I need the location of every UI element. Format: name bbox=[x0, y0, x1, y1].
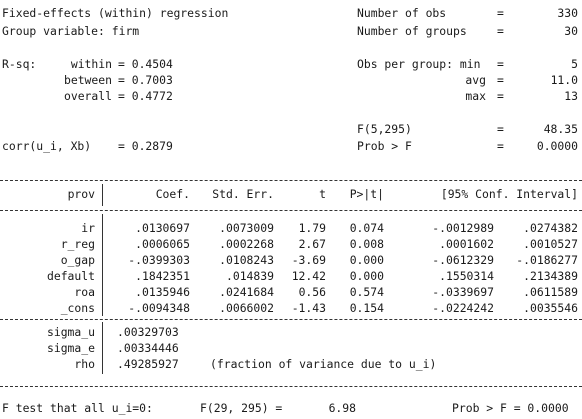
obs-max-value: 13 bbox=[564, 89, 578, 103]
eq-sign: = bbox=[497, 57, 504, 71]
nobs-label: Number of obs bbox=[357, 6, 447, 20]
cell-ci-low: -.0224242 bbox=[432, 301, 494, 315]
cell-p: 0.574 bbox=[349, 285, 384, 299]
cell-t: -1.43 bbox=[291, 301, 326, 315]
cell-ci-high: .2134389 bbox=[523, 269, 578, 283]
col-header-t: t bbox=[319, 187, 326, 201]
obs-avg-value: 11.0 bbox=[550, 73, 578, 87]
cell-coef: -.0094348 bbox=[128, 301, 190, 315]
eq-sign: = bbox=[497, 6, 504, 20]
cell-ci-low: -.0339697 bbox=[432, 285, 494, 299]
cell-t: 2.67 bbox=[298, 237, 326, 251]
ftest-ui-label: F test that all u_i=0: bbox=[2, 401, 153, 415]
rsq-overall-value: = 0.4772 bbox=[118, 89, 173, 103]
col-header-se: Std. Err. bbox=[212, 187, 274, 201]
col-header-p: P>|t| bbox=[349, 187, 384, 201]
prob-value: 0.0000 bbox=[536, 139, 578, 153]
eq-sign: = bbox=[497, 89, 504, 103]
cell-t: -3.69 bbox=[291, 253, 326, 267]
eq-sign: = bbox=[497, 139, 504, 153]
rho-label: rho bbox=[74, 357, 95, 371]
rsq-overall-label: overall bbox=[63, 89, 112, 103]
cell-ci-high: .0274382 bbox=[523, 221, 578, 235]
nobs-value: 330 bbox=[557, 6, 578, 20]
cell-ci-low: .1550314 bbox=[439, 269, 494, 283]
obs-min-label: Obs per group: min bbox=[357, 57, 481, 71]
eq-sign: = bbox=[497, 24, 504, 38]
cell-ci-low: .0001602 bbox=[439, 237, 494, 251]
cell-variable: _cons bbox=[60, 301, 95, 315]
cell-ci-high: .0035546 bbox=[523, 301, 578, 315]
cell-std-err: .0002268 bbox=[219, 237, 274, 251]
rsq-between-value: = 0.7003 bbox=[118, 73, 173, 87]
rsq-within-value: = 0.4504 bbox=[118, 57, 173, 71]
rsq-label: R-sq: bbox=[2, 57, 37, 71]
eq-sign: = bbox=[497, 122, 504, 136]
rsq-between-label: between bbox=[63, 73, 112, 87]
cell-ci-high: -.0186277 bbox=[516, 253, 578, 267]
cell-ci-low: -.0612329 bbox=[432, 253, 494, 267]
cell-variable: ir bbox=[81, 221, 95, 235]
rho-value: .49285927 bbox=[117, 357, 179, 371]
column-separator bbox=[102, 214, 103, 316]
cell-coef: .0135946 bbox=[135, 285, 190, 299]
obs-min-value: 5 bbox=[571, 57, 578, 71]
table-bottom-rule bbox=[0, 386, 582, 387]
table-top-rule bbox=[0, 180, 582, 181]
cell-std-err: .014839 bbox=[225, 269, 274, 283]
col-header-prov: prov bbox=[67, 187, 95, 201]
column-separator bbox=[102, 322, 103, 374]
cell-variable: o_gap bbox=[60, 253, 95, 267]
cell-variable: r_reg bbox=[60, 237, 95, 251]
cell-std-err: .0073009 bbox=[219, 221, 274, 235]
sigma-e-label: sigma_e bbox=[46, 341, 95, 355]
cell-std-err: .0241684 bbox=[219, 285, 274, 299]
ftest-label: F(5,295) bbox=[357, 122, 412, 136]
table-mid-rule bbox=[0, 319, 582, 320]
obs-avg-label: avg bbox=[465, 73, 486, 87]
cell-ci-low: -.0012989 bbox=[432, 221, 494, 235]
sigma-u-value: .00329703 bbox=[117, 325, 179, 339]
cell-std-err: .0108243 bbox=[219, 253, 274, 267]
cell-t: 1.79 bbox=[298, 221, 326, 235]
eq-sign: = bbox=[497, 73, 504, 87]
sigma-e-value: .00334446 bbox=[117, 341, 179, 355]
ftest-ui-prob: Prob > F = 0.0000 bbox=[452, 401, 569, 415]
cell-coef: .1842351 bbox=[135, 269, 190, 283]
ngroups-label: Number of groups bbox=[357, 24, 467, 38]
ngroups-value: 30 bbox=[564, 24, 578, 38]
prob-label: Prob > F bbox=[357, 139, 412, 153]
corr-label: corr(u_i, Xb) bbox=[2, 139, 92, 153]
col-header-coef: Coef. bbox=[155, 187, 190, 201]
cell-coef: .0006065 bbox=[135, 237, 190, 251]
cell-p: 0.000 bbox=[349, 269, 384, 283]
obs-max-label: max bbox=[465, 89, 486, 103]
cell-p: 0.000 bbox=[349, 253, 384, 267]
cell-p: 0.154 bbox=[349, 301, 384, 315]
cell-variable: default bbox=[46, 269, 95, 283]
cell-std-err: .0066002 bbox=[219, 301, 274, 315]
cell-p: 0.074 bbox=[349, 221, 384, 235]
cell-coef: -.0399303 bbox=[128, 253, 190, 267]
rsq-within-label: within bbox=[70, 57, 112, 71]
group-variable: Group variable: firm bbox=[2, 24, 140, 38]
cell-variable: roa bbox=[74, 285, 95, 299]
cell-ci-high: .0611589 bbox=[523, 285, 578, 299]
corr-value: = 0.2879 bbox=[118, 139, 173, 153]
col-header-ci: [95% Conf. Interval] bbox=[440, 187, 578, 201]
ftest-ui-stat-label: F(29, 295) = bbox=[200, 401, 283, 415]
ftest-value: 48.35 bbox=[543, 122, 578, 136]
cell-t: 12.42 bbox=[291, 269, 326, 283]
cell-coef: .0130697 bbox=[135, 221, 190, 235]
regression-title: Fixed-effects (within) regression bbox=[2, 6, 229, 20]
column-separator bbox=[102, 184, 103, 206]
table-header-rule bbox=[0, 210, 582, 211]
cell-p: 0.008 bbox=[349, 237, 384, 251]
sigma-u-label: sigma_u bbox=[46, 325, 95, 339]
ftest-ui-stat-value: 6.98 bbox=[328, 401, 356, 415]
rho-note: (fraction of variance due to u_i) bbox=[210, 357, 437, 371]
cell-t: 0.56 bbox=[298, 285, 326, 299]
cell-ci-high: .0010527 bbox=[523, 237, 578, 251]
